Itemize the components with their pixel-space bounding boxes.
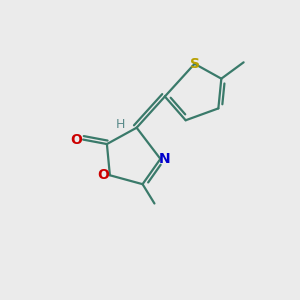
Text: H: H (116, 118, 125, 131)
Text: N: N (159, 152, 171, 166)
Text: O: O (98, 168, 109, 182)
Text: S: S (190, 57, 200, 71)
Text: O: O (70, 133, 83, 147)
